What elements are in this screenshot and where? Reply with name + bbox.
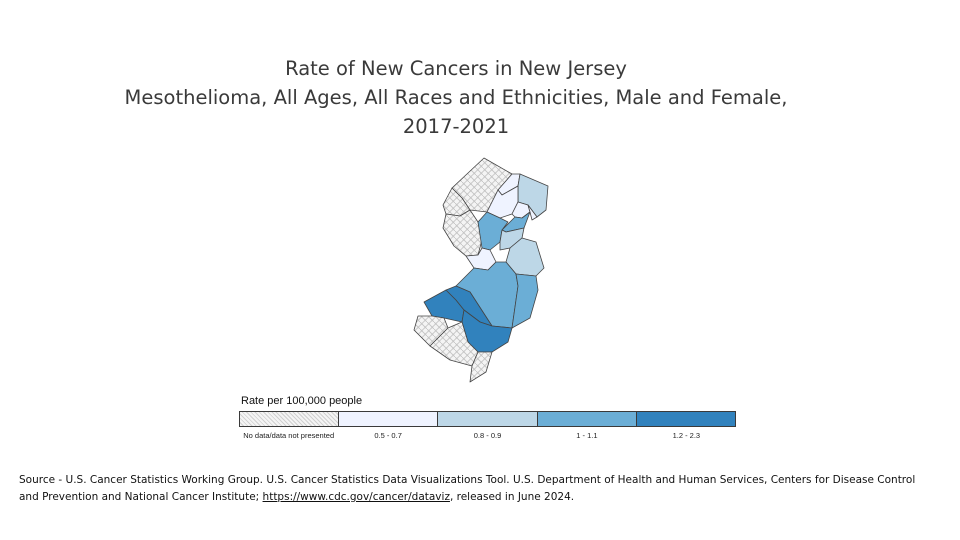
legend-swatch-2 <box>438 412 538 426</box>
source-text: Source - U.S. Cancer Statistics Working … <box>19 474 916 503</box>
legend-swatch-0 <box>240 412 340 426</box>
county-hunterdon <box>442 209 483 257</box>
title-line-3: 2017-2021 <box>402 115 510 138</box>
source-note: Source - U.S. Cancer Statistics Working … <box>19 472 919 506</box>
source-link[interactable]: https://www.cdc.gov/cancer/dataviz <box>262 491 450 503</box>
legend-label-3: 1 - 1.1 <box>576 431 598 440</box>
county-morris <box>486 185 519 219</box>
legend-swatch-3 <box>537 412 637 426</box>
legend-swatch-1 <box>339 412 439 426</box>
county-cumberland <box>429 321 479 367</box>
county-cape-may <box>469 351 493 383</box>
title-line-1: Rate of New Cancers in New Jersey <box>285 57 627 80</box>
source-text-end: , released in June 2024. <box>449 491 575 503</box>
legend-label-0: No data/data not presented <box>243 431 335 440</box>
legend-title: Rate per 100,000 people <box>241 395 363 407</box>
legend-labels: No data/data not presented 0.5 - 0.7 0.8 -… <box>239 431 736 440</box>
county-hudson <box>527 204 538 221</box>
county-ocean <box>511 273 539 329</box>
legend-label-2: 0.8 - 0.9 <box>473 431 502 440</box>
chart-title: Rate of New Cancers in New Jersey Mesoth… <box>0 54 912 141</box>
new-jersey-county-map <box>413 157 549 383</box>
legend-label-4: 1.2 - 2.3 <box>672 431 701 440</box>
title-line-2: Mesothelioma, All Ages, All Races and Et… <box>124 86 788 109</box>
legend-bar <box>239 411 736 427</box>
county-middlesex <box>499 227 525 251</box>
legend-swatch-4 <box>636 412 736 426</box>
legend-label-1: 0.5 - 0.7 <box>374 431 402 440</box>
